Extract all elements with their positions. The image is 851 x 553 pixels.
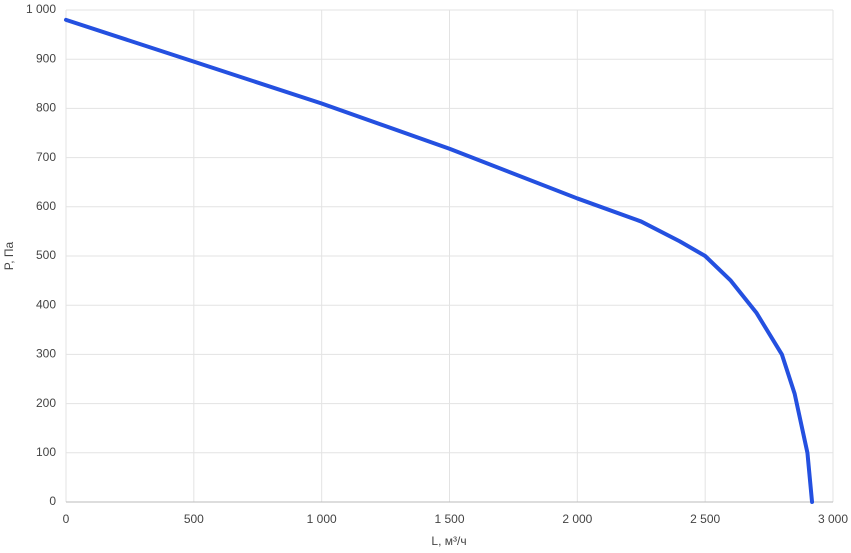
line (64, 17, 815, 504)
y-tick-label: 1 000 (26, 2, 56, 16)
y-tick-label: 200 (36, 396, 56, 410)
y-tick-label: 400 (36, 297, 56, 311)
x-tick-label: 1 500 (434, 512, 464, 526)
y-tick-label: 300 (36, 347, 56, 361)
x-tick-label: 0 (63, 512, 70, 526)
x-tick-label: 3 000 (818, 512, 848, 526)
y-axis-label: P, Па (2, 241, 16, 270)
x-tick-label: 2 000 (562, 512, 592, 526)
y-tick-label: 900 (36, 51, 56, 65)
y-tick-label: 500 (36, 248, 56, 262)
x-axis-label: L, м³/ч (431, 534, 466, 548)
x-tick-label: 2 500 (690, 512, 720, 526)
y-tick-label: 100 (36, 445, 56, 459)
x-tick-label: 1 000 (307, 512, 337, 526)
y-tick-label: 700 (36, 150, 56, 164)
x-tick-label: 500 (184, 512, 204, 526)
y-tick-label: 600 (36, 199, 56, 213)
y-tick-label: 0 (49, 494, 56, 508)
y-tick-label: 800 (36, 101, 56, 115)
